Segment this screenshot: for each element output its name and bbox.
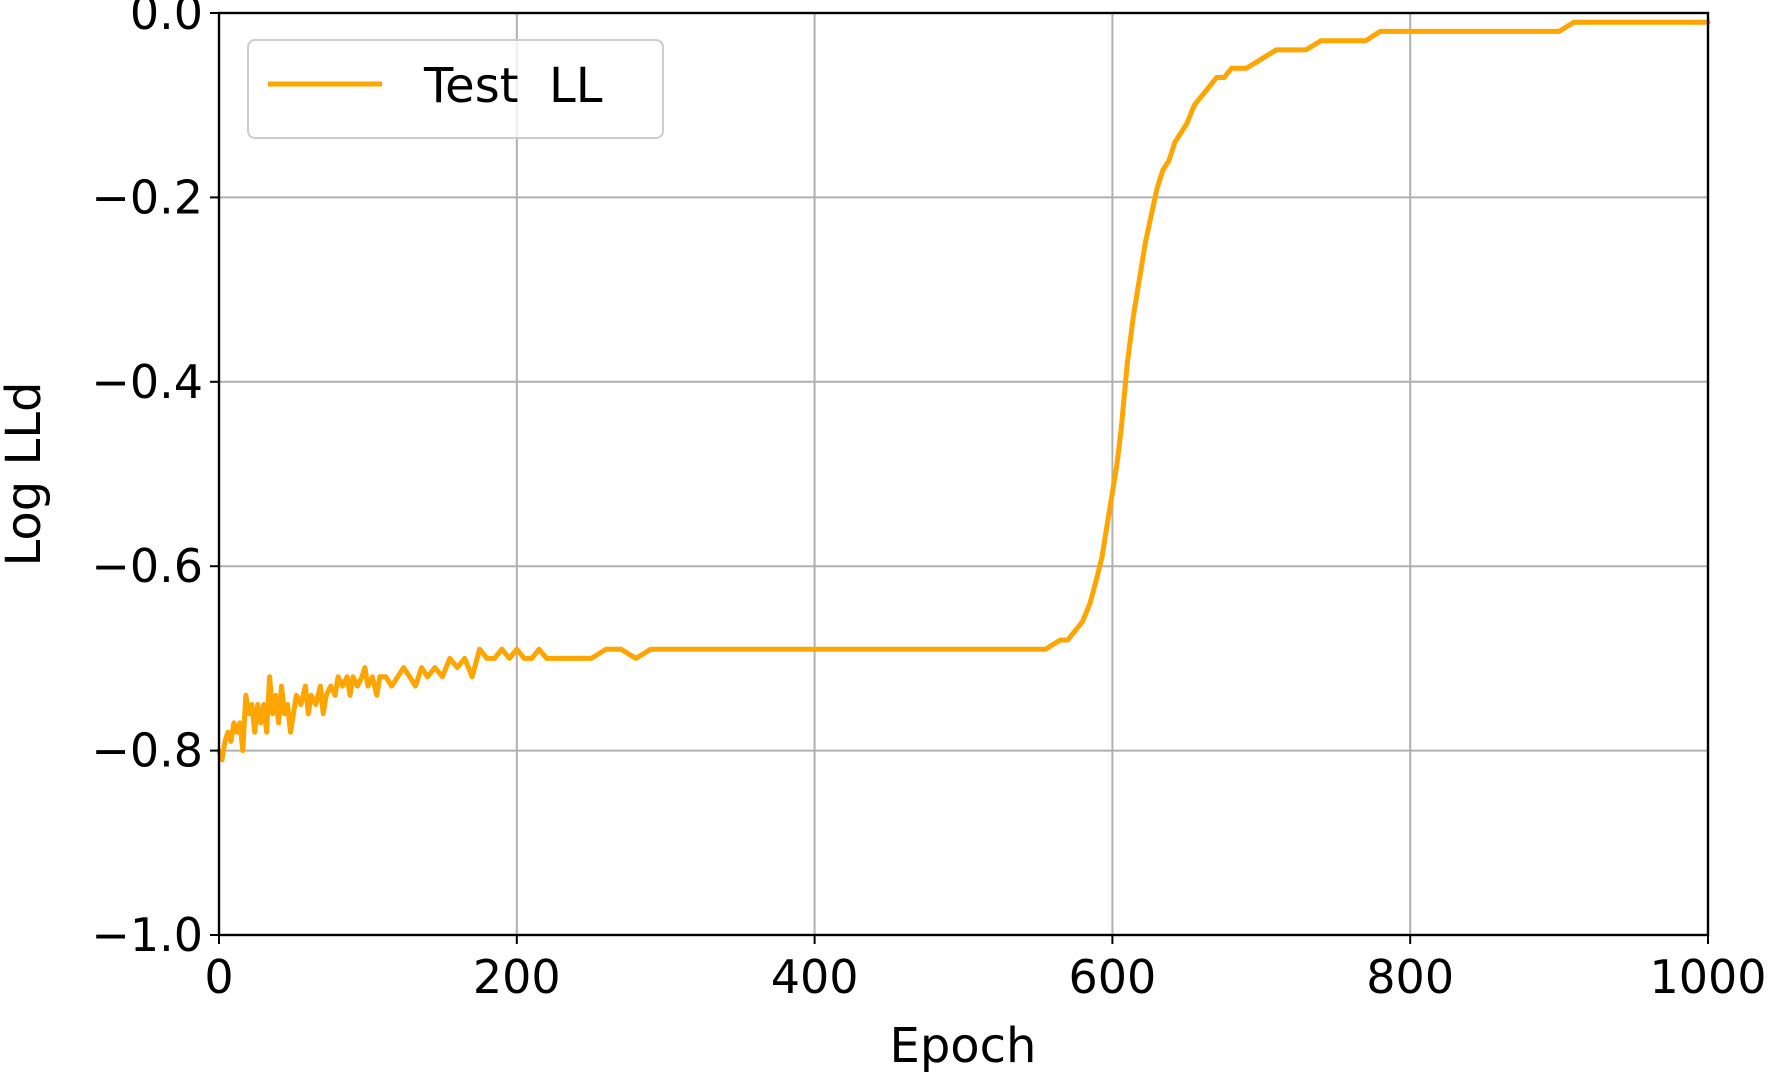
y-tick-label: −1.0 [91, 908, 203, 962]
y-tick-label: −0.8 [91, 724, 203, 778]
x-axis-label: Epoch [890, 1018, 1037, 1074]
y-tick-label: 0.0 [130, 0, 203, 40]
y-tick-label: −0.2 [91, 170, 203, 224]
series-line-test-ll [216, 19, 1711, 763]
tick-labels: 0 200 400 600 800 1000 0.0 −0.2 −0.4 −0.6 −0.8 −1.0 [91, 0, 1766, 1004]
y-tick-label: −0.6 [91, 539, 203, 593]
x-tick-label: 0 [204, 950, 233, 1004]
y-axis-label: Log LLd [0, 382, 52, 567]
legend-label: Test LL [423, 58, 603, 114]
series-layer [216, 19, 1711, 763]
x-tick-label: 600 [1068, 950, 1156, 1004]
legend-box [247, 39, 664, 139]
x-tick-label: 1000 [1649, 950, 1766, 1004]
x-tick-label: 400 [771, 950, 859, 1004]
legend: Test LL [247, 39, 664, 139]
plot-frame [217, 11, 1710, 937]
y-tick-label: −0.4 [91, 355, 203, 409]
x-tick-label: 800 [1366, 950, 1454, 1004]
ticks [210, 12, 1709, 944]
grid [218, 12, 1709, 936]
x-tick-label: 200 [473, 950, 561, 1004]
